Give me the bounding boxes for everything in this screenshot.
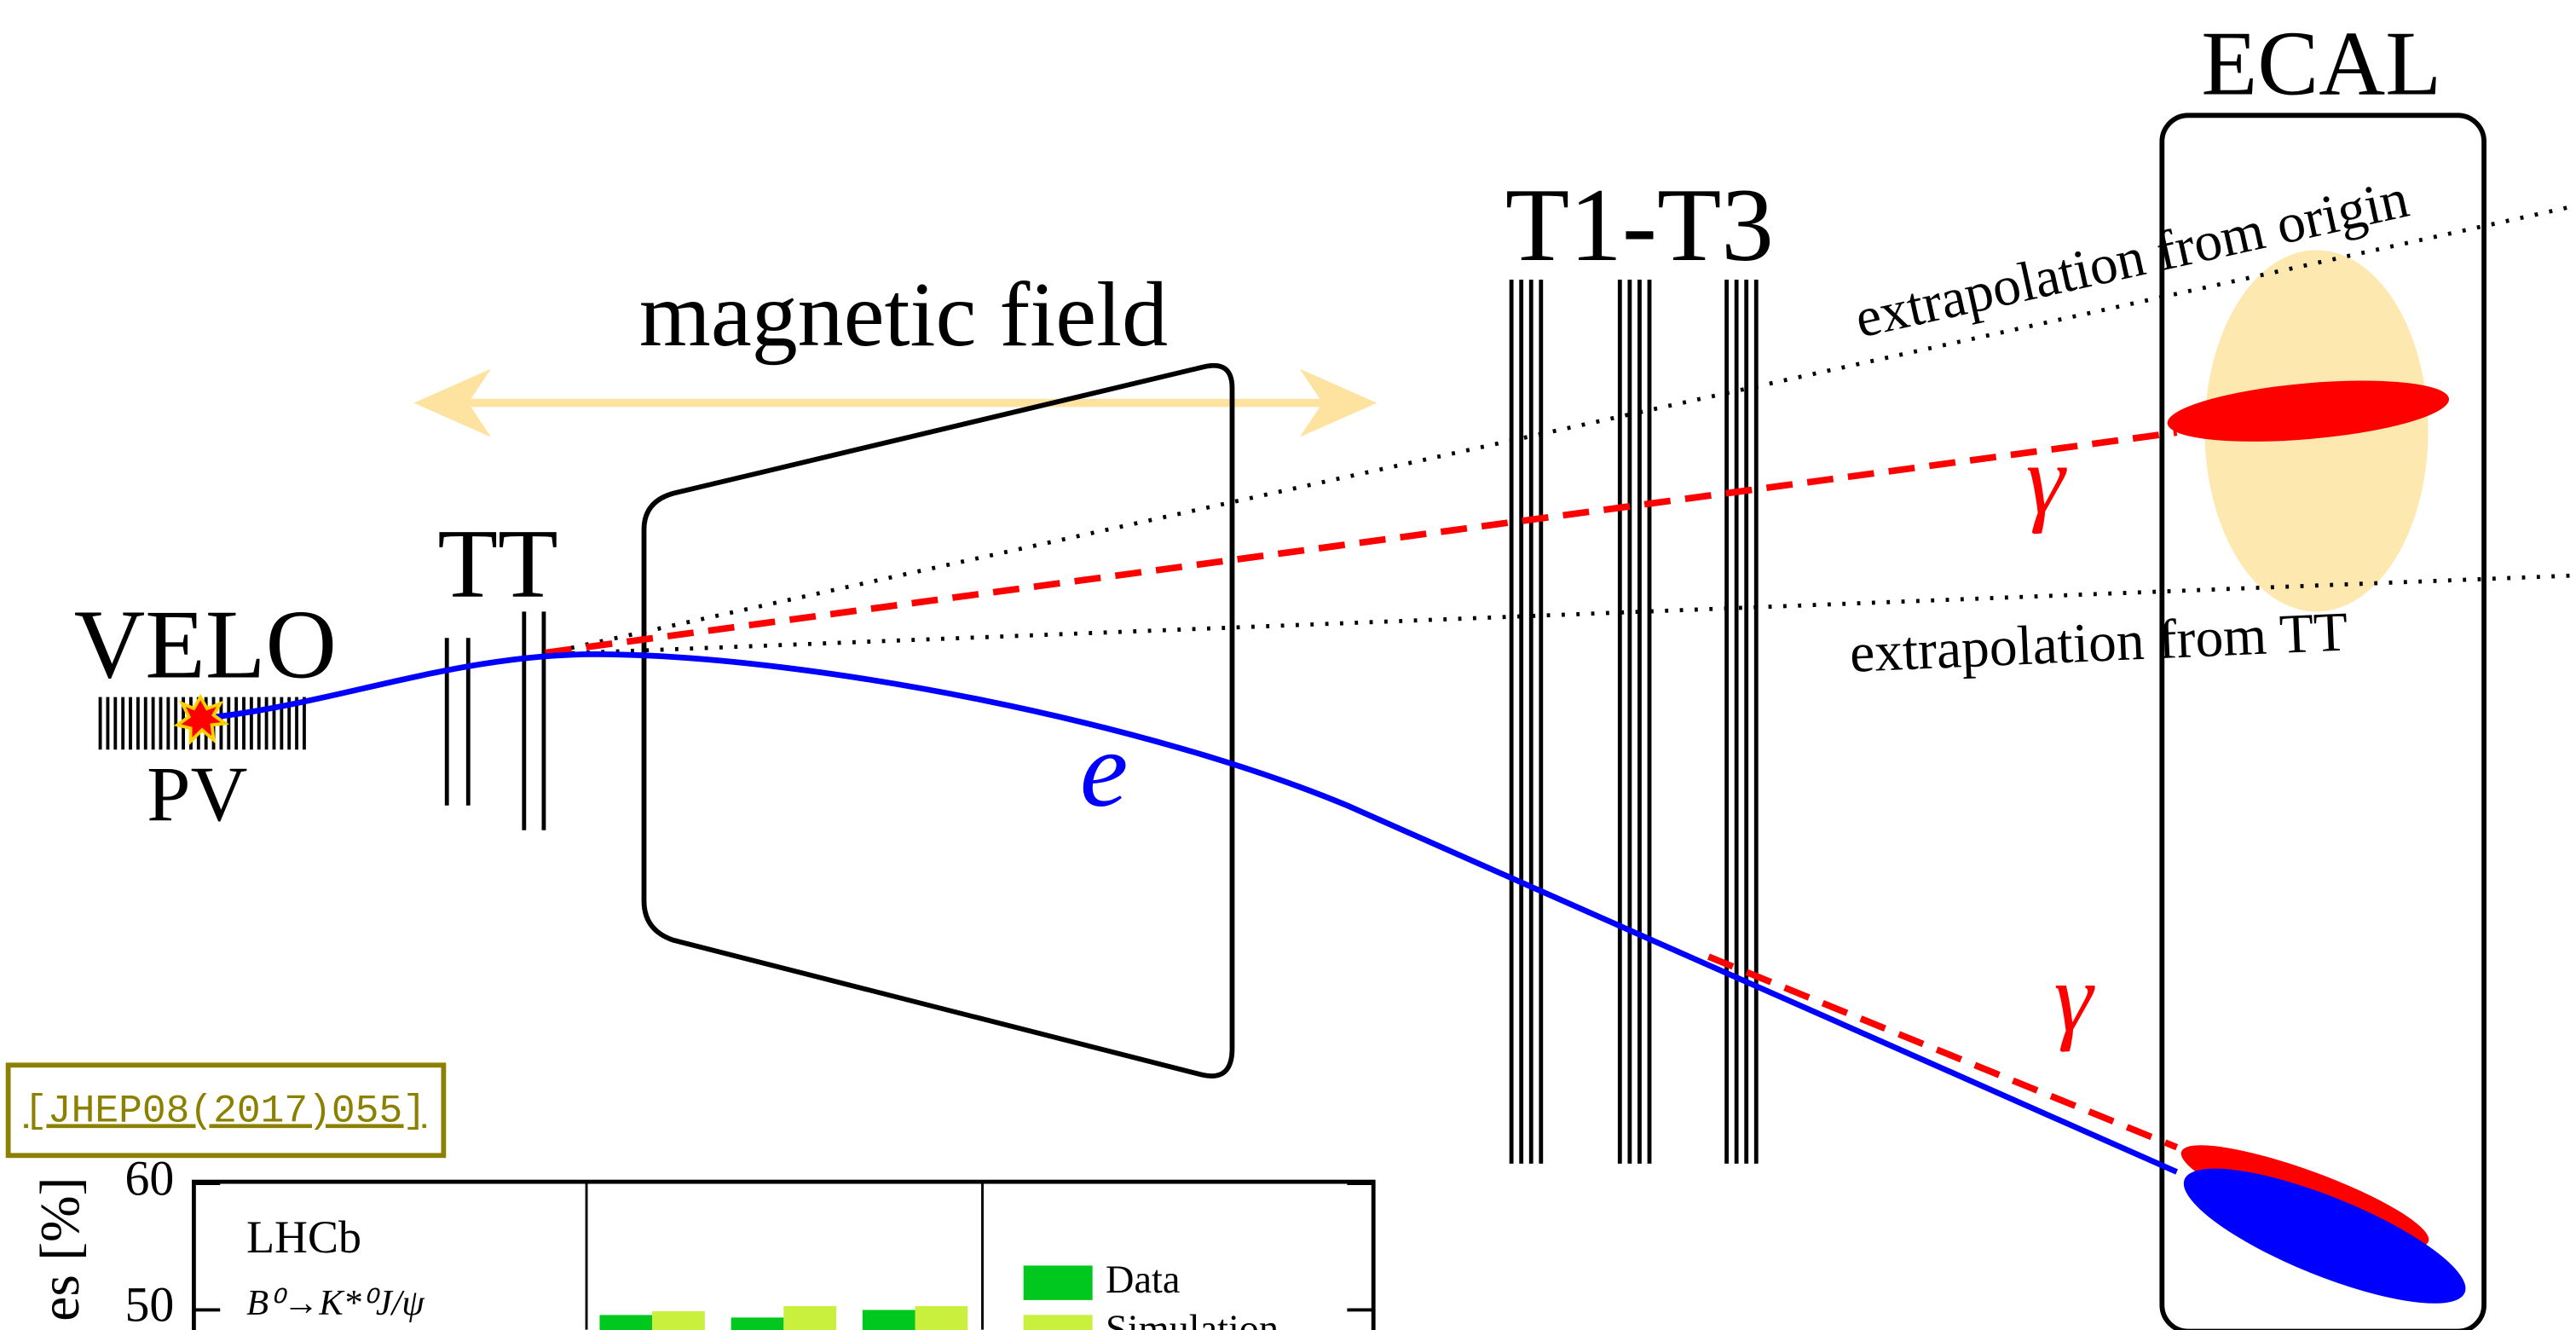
tracking-stations [1511,280,1756,1164]
photon-label: γ [2053,944,2095,1053]
bar [863,1310,915,1330]
y-axis-label: es [%] [30,1177,91,1321]
y-tick-label: 60 [124,1150,174,1206]
electron-label: e [1080,709,1128,830]
electron-cluster [2169,1142,2479,1329]
field-arrow [424,379,1366,428]
photon-label: γ [2026,426,2068,535]
reference-link[interactable]: [JHEP08(2017)055] [24,1088,426,1133]
pv-label: PV [147,751,247,838]
inset-chart: es [%] LHCb B⁰→K*⁰J/ψ 50 60 Data Simulation [30,1150,1373,1330]
photon-paths [546,432,2177,1147]
experiment-label: LHCb [246,1211,361,1263]
figure: ECAL T1-T3 magnetic field TT VELO PV ext… [0,0,2576,1330]
tt-stations [447,611,544,830]
decay-label: B⁰→K*⁰J/ψ [246,1283,425,1323]
velo-label: VELO [74,590,337,699]
ecal-label: ECAL [2201,13,2441,114]
bar [652,1311,705,1330]
page: {"diagram": {"ecal": "ECAL", "stations":… [0,0,2576,1330]
legend-swatch [1024,1265,1093,1299]
y-tick-label: 50 [124,1277,174,1330]
legend-label: Simulation [1106,1308,1279,1330]
magnet [644,366,1233,1076]
magnet-label: magnetic field [639,264,1168,366]
stations-label: T1-T3 [1505,166,1774,283]
bar [915,1306,968,1330]
tt-label: TT [437,510,557,619]
bar [783,1306,836,1330]
legend-label: Data [1106,1258,1180,1302]
electron-track [200,654,2177,1171]
extrapolation-tt-label: extrapolation from TT [1849,601,2349,684]
legend-swatch [1024,1315,1093,1330]
bar [599,1315,652,1330]
bar [731,1317,784,1330]
